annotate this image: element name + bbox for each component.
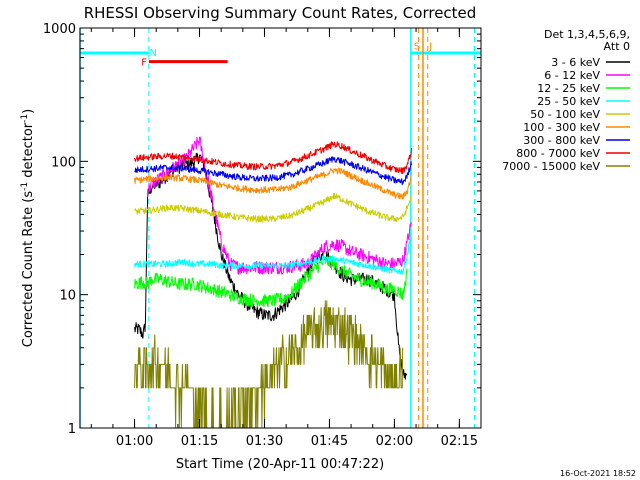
x-tick-label: 02:00 — [376, 434, 413, 449]
x-tick-label: 01:45 — [311, 434, 348, 449]
y-tick-label: 1000 — [43, 22, 76, 37]
legend-label: 50 - 100 keV — [530, 108, 600, 121]
legend-label: 800 - 7000 keV — [516, 147, 600, 160]
series-line-3 — [134, 255, 408, 308]
legend-label: 3 - 6 keV — [551, 56, 600, 69]
series-line-8 — [134, 141, 412, 174]
legend-label: 12 - 25 keV — [537, 82, 600, 95]
flag-label: S — [414, 41, 420, 52]
y-axis-label-part: detector — [21, 122, 36, 182]
flag-label: J — [428, 41, 432, 52]
y-axis-label-sup: -1 — [20, 182, 30, 191]
legend-header-line-1: Det 1,3,4,5,6,9, — [544, 28, 630, 41]
flag-label: N — [149, 48, 156, 59]
legend-header-line-2: Att 0 — [604, 40, 630, 53]
timestamp: 16-Oct-2021 18:52 — [560, 469, 636, 478]
series-line-2 — [147, 136, 412, 275]
x-tick-label: 01:15 — [181, 434, 218, 449]
y-axis-label-sup: -1 — [20, 114, 30, 123]
y-axis-label-part: Corrected Count Rate (s — [21, 191, 36, 348]
legend-label: 7000 - 15000 keV — [502, 160, 600, 173]
y-axis-label: Corrected Count Rate (s-1 detector-1) — [20, 109, 36, 347]
x-tick-label: 01:30 — [246, 434, 283, 449]
x-tick-label: 02:15 — [441, 434, 478, 449]
plot-frame — [79, 27, 482, 429]
series-line-4 — [134, 232, 412, 275]
legend-label: 25 - 50 keV — [537, 95, 600, 108]
legend-label: 6 - 12 keV — [544, 69, 600, 82]
y-tick-label: 1 — [68, 422, 76, 437]
x-axis-label: Start Time (20-Apr-11 00:47:22) — [176, 457, 384, 472]
legend-label: 100 - 300 keV — [523, 121, 600, 134]
y-axis-label-part: ) — [21, 109, 36, 114]
series-line-5 — [134, 192, 412, 223]
flag-label: F — [141, 58, 147, 69]
series-layer — [134, 136, 412, 429]
chart-title: RHESSI Observing Summary Count Rates, Co… — [84, 4, 477, 22]
series-line-6 — [134, 167, 412, 200]
x-tick-label: 01:00 — [116, 434, 153, 449]
axes-layer: 1 10 100 1000 01:00 01:15 01:30 01:45 02:00 02:15 — [43, 22, 482, 449]
series-line-9 — [134, 300, 404, 429]
legend-label: 300 - 800 keV — [523, 134, 600, 147]
y-tick-label: 10 — [59, 289, 76, 304]
series-line-7 — [134, 156, 412, 186]
y-tick-label: 100 — [51, 155, 76, 170]
